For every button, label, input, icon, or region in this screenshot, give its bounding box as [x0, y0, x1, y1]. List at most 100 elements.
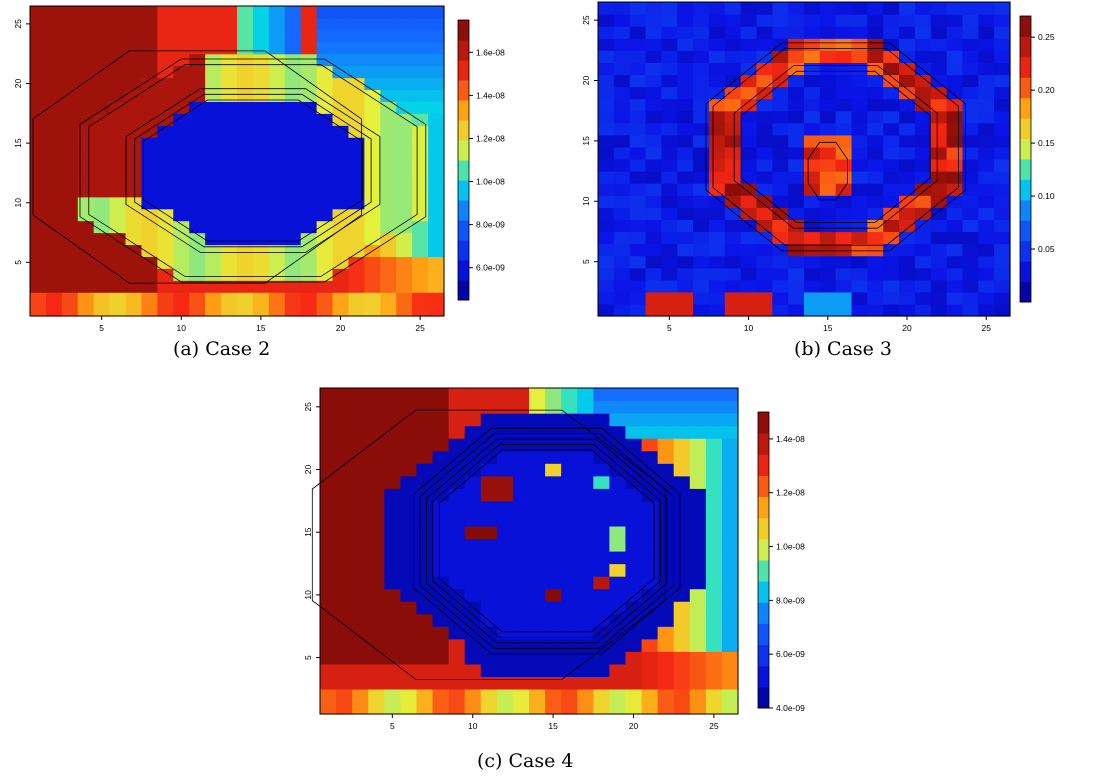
- heatmap-cell: [141, 292, 158, 305]
- heatmap-cell: [994, 50, 1011, 63]
- heatmap-cell: [641, 513, 659, 527]
- heatmap-cell: [109, 17, 127, 31]
- heatmap-cell: [412, 280, 429, 293]
- heatmap-cell: [721, 513, 739, 527]
- heatmap-cell: [428, 137, 445, 150]
- heatmap-cell: [93, 41, 111, 55]
- heatmap-cell: [284, 244, 302, 257]
- heatmap-cell: [61, 41, 79, 55]
- colorbar-tick-label: 1.4e-08: [776, 434, 805, 444]
- heatmap-cell: [962, 267, 979, 281]
- heatmap-cell: [693, 303, 710, 317]
- heatmap-cell: [412, 113, 429, 126]
- heatmap-cell: [883, 183, 900, 196]
- colorbar-frame: [1019, 15, 1032, 303]
- heatmap-cell: [629, 2, 647, 15]
- heatmap-cell: [705, 676, 723, 690]
- heatmap-cell: [93, 232, 111, 246]
- heatmap-cell: [867, 279, 884, 293]
- heatmap-cell: [332, 232, 350, 246]
- heatmap-cell: [883, 171, 900, 184]
- heatmap-panel-case-2: 5 10 15 20 25 5 10 15 20 25 6.0e-09 8.0e-09 1.0e-08 1…: [0, 0, 540, 333]
- heatmap-cell: [788, 291, 805, 305]
- heatmap-cell: [141, 113, 158, 126]
- heatmap-cell: [268, 17, 286, 31]
- heatmap-cell: [141, 161, 158, 174]
- heatmap-cell: [593, 488, 610, 502]
- heatmap-cell: [835, 207, 853, 220]
- heatmap-cell: [30, 268, 47, 281]
- heatmap-cell: [609, 425, 627, 439]
- heatmap-cell: [545, 613, 562, 627]
- heatmap-cell: [689, 688, 707, 703]
- heatmap-cell: [835, 171, 853, 184]
- colorbar-tick-label: 4.0e-09: [776, 703, 805, 713]
- heatmap-cell: [946, 86, 964, 100]
- heatmap-cell: [962, 183, 979, 196]
- heatmap-cell: [673, 638, 691, 652]
- heatmap-cell: [61, 220, 79, 234]
- heatmap-cell: [396, 77, 413, 91]
- heatmap-cell: [496, 425, 514, 439]
- heatmap-cell: [705, 463, 723, 477]
- heatmap-cell: [629, 38, 647, 51]
- heatmap-cell: [352, 475, 369, 489]
- contour-line: [143, 99, 363, 242]
- heatmap-cell: [189, 6, 206, 19]
- heatmap-cell: [352, 513, 369, 527]
- heatmap-cell: [740, 14, 758, 27]
- heatmap-cell: [577, 525, 594, 540]
- heatmap-cell: [157, 89, 174, 102]
- heatmap-cell: [428, 244, 445, 257]
- heatmap-cell: [593, 513, 610, 527]
- heatmap-cell: [930, 2, 948, 15]
- heatmap-cell: [30, 304, 47, 317]
- heatmap-cell: [677, 134, 694, 148]
- heatmap-cell: [645, 38, 662, 51]
- heatmap-cell: [851, 110, 868, 124]
- heatmap-cell: [708, 98, 726, 112]
- heatmap-cell: [284, 137, 302, 150]
- heatmap-cell: [396, 17, 413, 31]
- heatmap-cell: [930, 159, 948, 172]
- heatmap-cell: [428, 41, 445, 55]
- heatmap-cell: [930, 86, 948, 100]
- heatmap-cell: [380, 77, 397, 91]
- heatmap-cell: [914, 2, 932, 15]
- heatmap-cell: [320, 450, 337, 464]
- heatmap-cell: [464, 425, 482, 439]
- heatmap-cell: [994, 74, 1011, 88]
- heatmap-cell: [804, 267, 821, 281]
- heatmap-cell: [577, 576, 594, 590]
- heatmap-cell: [352, 701, 369, 715]
- heatmap-cell: [962, 159, 979, 172]
- heatmap-cell: [914, 26, 932, 39]
- heatmap-cell: [432, 475, 450, 489]
- heatmap-cell: [661, 219, 678, 233]
- heatmap-cell: [45, 101, 63, 114]
- heatmap-cell: [448, 676, 466, 690]
- heatmap-cell: [577, 488, 594, 502]
- heatmap-cell: [221, 172, 238, 186]
- heatmap-cell: [641, 488, 659, 502]
- heatmap-cell: [61, 256, 79, 269]
- heatmap-cell: [448, 688, 466, 703]
- heatmap-cell: [930, 219, 948, 233]
- x-tick-label: 10: [177, 323, 187, 333]
- heatmap-cell: [657, 463, 675, 477]
- heatmap-cell: [141, 268, 158, 281]
- heatmap-cell: [946, 62, 964, 76]
- heatmap-cell: [867, 98, 884, 112]
- heatmap-cell: [851, 122, 868, 136]
- heatmap-cell: [625, 563, 643, 577]
- heatmap-cell: [268, 113, 286, 126]
- heatmap-cell: [613, 62, 631, 76]
- heatmap-cell: [930, 207, 948, 220]
- heatmap-cell: [804, 98, 821, 112]
- heatmap-cell: [613, 38, 631, 51]
- colorbar-tick-label: 0.15: [1038, 138, 1055, 148]
- heatmap-cell: [205, 89, 222, 102]
- heatmap-cell: [189, 208, 206, 222]
- heatmap-cell: [804, 171, 821, 184]
- heatmap-cell: [756, 86, 773, 100]
